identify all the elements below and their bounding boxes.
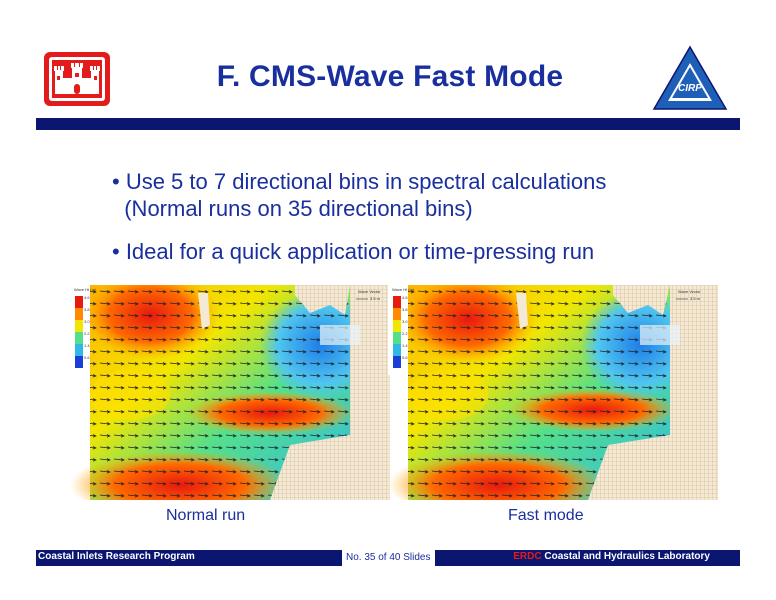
bullet-line: • Ideal for a quick application or time-… — [112, 239, 595, 264]
legend-value: 2.2 — [84, 331, 90, 336]
legend-value: 3.0 — [84, 319, 90, 324]
legend-value: 3.0 — [402, 319, 408, 324]
bullet-line: (Normal runs on 35 directional bins) — [112, 196, 473, 221]
bullet-quick-application: • Ideal for a quick application or time-… — [112, 238, 692, 265]
legend-value: 1.4 — [402, 343, 408, 348]
title-divider-bar — [36, 118, 740, 130]
legend-title: Wave Ht (m) — [74, 287, 97, 292]
vector-label: Wave Vector — [678, 289, 701, 294]
slide-counter: No. 35 of 40 Slides — [342, 550, 435, 566]
footer-lab-name: ERDC Coastal and Hydraulics Laboratory — [513, 551, 710, 562]
legend-value: 4.6 — [402, 295, 408, 300]
usace-castle-logo — [44, 52, 110, 106]
legend-value: 4.6 — [84, 295, 90, 300]
vector-label: Wave Vector — [358, 289, 381, 294]
caption-normal-run: Normal run — [166, 507, 246, 524]
legend-title: Wave Ht (m) — [392, 287, 415, 292]
footer-bar: Coastal Inlets Research Program No. 35 o… — [36, 550, 740, 566]
legend-value: 0.6 — [84, 355, 90, 360]
erdc-brand: ERDC — [513, 551, 542, 562]
lab-name-text: Coastal and Hydraulics Laboratory — [541, 551, 710, 562]
legend-value: 3.8 — [402, 307, 408, 312]
bullet-line: • Use 5 to 7 directional bins in spectra… — [112, 169, 607, 194]
badge-center-text: CIRP — [678, 83, 702, 94]
vector-scale: 3.5 m — [370, 296, 381, 301]
legend-value: 0.6 — [402, 355, 408, 360]
wave-map-fast-mode: Wave Ht (m) 4.6 3.8 3.0 2.2 1.4 0.6 Wave… — [388, 274, 718, 520]
legend-value: 1.4 — [84, 343, 90, 348]
footer-program-name: Coastal Inlets Research Program — [38, 551, 195, 562]
caption-fast-mode: Fast mode — [508, 507, 584, 524]
bullet-directional-bins: • Use 5 to 7 directional bins in spectra… — [112, 168, 692, 222]
legend-value: 2.2 — [402, 331, 408, 336]
vector-scale: 3.5 m — [690, 296, 701, 301]
legend-value: 3.8 — [84, 307, 90, 312]
wave-map-normal-run: Wave Ht (m) 4.6 3.8 3.0 2.2 1.4 0.6 Wave… — [70, 270, 390, 520]
slide-title: F. CMS-Wave Fast Mode — [216, 60, 564, 93]
cirp-triangle-badge: CIRP — [652, 45, 728, 111]
